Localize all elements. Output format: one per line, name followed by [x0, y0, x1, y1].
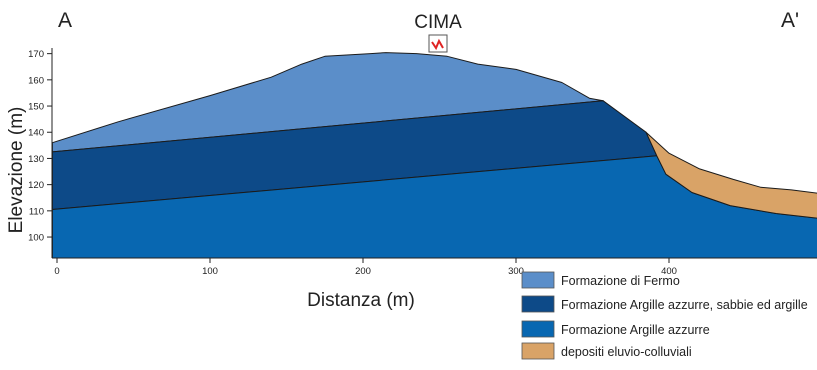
y-tick-label: 130: [28, 154, 44, 165]
y-tick-label: 160: [28, 75, 44, 86]
x-tick-label: 100: [202, 266, 218, 277]
legend-swatch-depositi: [521, 342, 555, 360]
legend-label-argille_sabbie: Formazione Argille azzurre, sabbie ed ar…: [561, 298, 808, 312]
x-tick-label: 200: [355, 266, 371, 277]
geological-layers: [51, 52, 817, 259]
x-axis-ticks: 0 100 200 300 400: [54, 258, 677, 277]
legend-swatch-argille: [521, 320, 555, 338]
x-axis-title: Distanza (m): [307, 290, 415, 311]
summit-marker: [428, 34, 448, 53]
x-tick-label: 0: [54, 266, 59, 277]
axes: 100 110 120 130 140 150 160 170 0 100 200 300 400: [28, 48, 817, 277]
y-tick-label: 120: [28, 180, 44, 191]
y-tick-label: 140: [28, 128, 44, 139]
layer-fermo: [51, 52, 604, 153]
summit-label: CIMA: [414, 12, 462, 33]
section-start-label: A: [58, 9, 72, 32]
legend-label-depositi: depositi eluvio-colluviali: [561, 345, 692, 359]
x-tick-label: 300: [508, 266, 524, 277]
y-axis-title: Elevazione (m): [6, 107, 27, 234]
y-axis-ticks: 100 110 120 130 140 150 160 170: [28, 49, 52, 244]
legend-label-argille: Formazione Argille azzurre: [561, 323, 710, 337]
legend-swatch-fermo: [521, 271, 555, 289]
layer-depositi: [645, 131, 817, 219]
legend-label-fermo: Formazione di Fermo: [561, 274, 680, 288]
legend: Formazione di Fermo Formazione Argille az…: [521, 271, 808, 360]
y-tick-label: 110: [29, 206, 44, 217]
y-tick-label: 170: [28, 49, 44, 60]
y-tick-label: 150: [28, 102, 44, 113]
y-tick-label: 100: [28, 233, 44, 244]
summit-marker-symbol: [431, 38, 444, 51]
x-tick-label: 400: [661, 266, 677, 277]
legend-swatch-argille_sabbie: [521, 295, 555, 313]
section-end-label: A': [781, 9, 799, 32]
